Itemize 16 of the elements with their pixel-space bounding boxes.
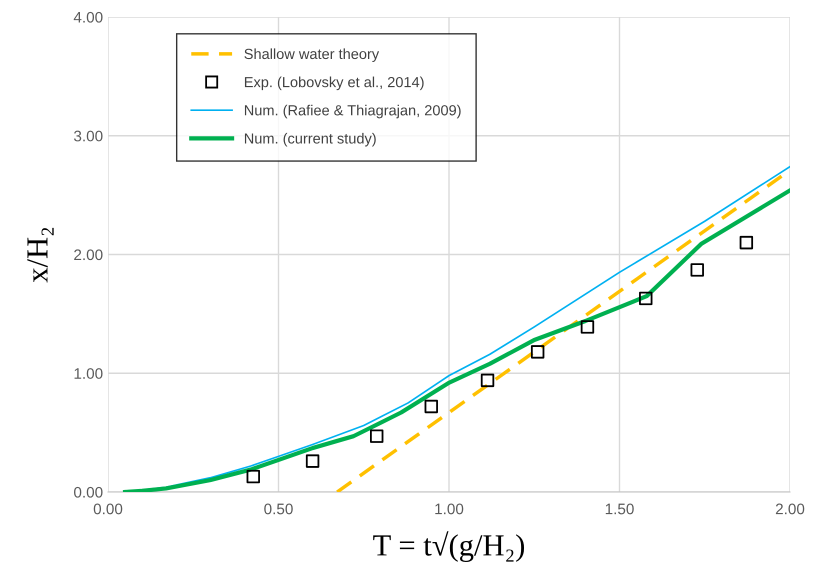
x-axis-title: T = t√(g/H₂) xyxy=(373,531,524,562)
legend-label: Shallow water theory xyxy=(244,48,380,62)
y-tick-label: 2.00 xyxy=(74,249,103,260)
x-tick-label: 1.00 xyxy=(435,504,464,514)
y-axis-title: x/H₂ xyxy=(27,228,54,282)
x-tick-label: 0.50 xyxy=(264,504,293,514)
y-tick-label: 0.00 xyxy=(74,486,103,498)
x-tick-label: 1.50 xyxy=(606,504,634,514)
y-tick-label: 1.00 xyxy=(74,368,103,379)
legend-label: Num. (current study) xyxy=(244,132,376,147)
x-tick-label: 2.00 xyxy=(776,504,804,514)
x-tick-label: 0.00 xyxy=(94,504,122,514)
legend-label: Num. (Rafiee & Thiagrajan, 2009) xyxy=(244,104,461,118)
legend-label: Exp. (Lobovsky et al., 2014) xyxy=(244,76,424,90)
y-tick-label: 3.00 xyxy=(74,130,103,142)
y-tick-label: 4.00 xyxy=(74,12,103,23)
